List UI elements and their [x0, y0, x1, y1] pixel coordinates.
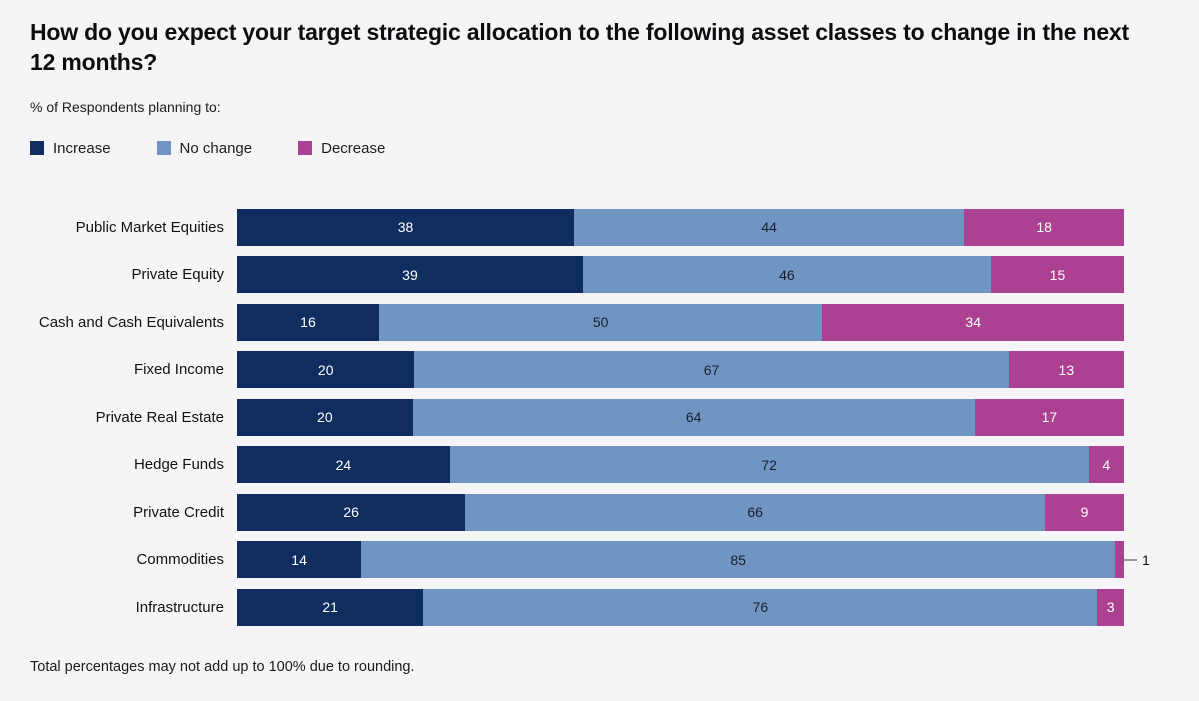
segment-value-label: 66 — [747, 504, 763, 521]
chart-row: Infrastructure 21 76 3 — [0, 588, 1124, 626]
segment-value-label: 38 — [397, 219, 414, 236]
category-label: Cash and Cash Equivalents — [38, 313, 224, 331]
chart-row: Private Credit 26 66 9 — [0, 493, 1124, 531]
legend-swatch-no-change-icon — [156, 141, 171, 156]
chart-row: Cash and Cash Equivalents 16 50 34 — [0, 303, 1124, 341]
bar-segment-decrease — [1115, 541, 1124, 579]
segment-value-label: 16 — [300, 314, 316, 331]
bar-segment-no-change: 46 — [582, 256, 991, 294]
bar-track: 38 44 18 — [237, 208, 1124, 246]
legend-swatch-increase-icon — [30, 141, 44, 156]
segment-value-label: 72 — [761, 456, 777, 473]
chart-subtitle: % of Respondents planning to: — [30, 98, 221, 115]
category-label: Hedge Funds — [133, 456, 224, 474]
segment-value-label: 13 — [1058, 361, 1075, 378]
segment-value-label: 67 — [703, 361, 720, 378]
bar-segment-no-change: 50 — [378, 303, 823, 341]
segment-value-label: 3 — [1106, 599, 1115, 616]
bar-track: 26 66 9 — [237, 493, 1124, 531]
bar-segment-decrease: 34 — [822, 303, 1124, 341]
bar-segment-decrease: 18 — [964, 208, 1124, 246]
bar-segment-increase: 39 — [237, 256, 583, 294]
bar-segment-increase: 14 — [237, 541, 362, 579]
chart-row: Hedge Funds 24 72 4 — [0, 446, 1124, 484]
segment-value-label: 34 — [965, 314, 981, 331]
legend-label: Decrease — [321, 139, 386, 157]
segment-value-label: 21 — [322, 599, 338, 616]
legend-label: No change — [179, 139, 253, 157]
segment-value-label: 64 — [685, 409, 702, 426]
bar-segment-no-change: 66 — [465, 493, 1045, 531]
segment-value-label: 18 — [1036, 219, 1052, 236]
bar-track: 21 76 3 — [237, 588, 1124, 626]
segment-value-label: 44 — [761, 219, 777, 236]
segment-value-label: 9 — [1080, 504, 1089, 521]
segment-value-label: 15 — [1049, 266, 1066, 283]
bar-track: 20 67 13 — [237, 351, 1124, 389]
footnote: Total percentages may not add up to 100%… — [30, 658, 415, 675]
bar-segment-no-change: 76 — [423, 588, 1098, 626]
outside-value-text: 1 — [1142, 551, 1150, 568]
bar-track: 16 50 34 — [237, 303, 1124, 341]
bar-segment-increase: 21 — [237, 588, 424, 626]
chart-row: Commodities 14 85 1 — [0, 541, 1150, 579]
bar-segment-decrease: 15 — [990, 256, 1124, 294]
segment-value-label: 76 — [752, 599, 769, 616]
bar-segment-increase: 38 — [237, 208, 575, 246]
segment-value-label: 24 — [335, 456, 352, 473]
outside-value-label: 1 — [1124, 552, 1150, 568]
segment-value-label: 26 — [343, 504, 359, 521]
bar-segment-no-change: 64 — [412, 398, 975, 436]
bar-track: 24 72 4 — [237, 446, 1124, 484]
segment-value-label: 50 — [592, 314, 609, 331]
category-label: Fixed Income — [133, 361, 224, 379]
bar-segment-increase: 24 — [237, 446, 450, 484]
leader-line-icon — [1124, 558, 1137, 561]
bar-segment-no-change: 85 — [361, 541, 1116, 579]
segment-value-label: 39 — [402, 266, 418, 283]
legend-label: Increase — [53, 139, 111, 157]
chart-row: Private Equity 39 46 15 — [0, 256, 1124, 294]
page-title: How do you expect your target strategic … — [30, 19, 1129, 75]
legend-item-decrease: Decrease — [298, 140, 385, 157]
bar-segment-decrease: 9 — [1044, 493, 1124, 531]
bar-segment-no-change: 44 — [574, 208, 965, 246]
category-label: Private Equity — [131, 266, 224, 284]
bar-segment-increase: 26 — [237, 493, 466, 531]
bar-segment-no-change: 72 — [449, 446, 1089, 484]
bar-segment-no-change: 67 — [414, 351, 1009, 389]
category-label: Public Market Equities — [75, 218, 224, 236]
segment-value-label: 20 — [317, 409, 333, 426]
bar-segment-decrease: 17 — [974, 398, 1124, 436]
bar-segment-increase: 20 — [237, 351, 415, 389]
category-label: Private Real Estate — [95, 408, 224, 426]
stacked-bar-chart: Public Market Equities 38 44 18 Private Equi… — [0, 208, 1150, 626]
bar-track: 20 64 17 — [237, 398, 1124, 436]
bar-segment-increase: 20 — [237, 398, 413, 436]
bar-track: 14 85 1 — [237, 541, 1150, 579]
segment-value-label: 20 — [317, 361, 334, 378]
bar-track: 39 46 15 — [237, 256, 1124, 294]
legend: Increase No change Decrease — [30, 140, 1169, 157]
segment-value-label: 4 — [1102, 456, 1111, 473]
bar-segment-decrease: 4 — [1088, 446, 1124, 484]
category-label: Commodities — [136, 551, 224, 569]
chart-row: Private Real Estate 20 64 17 — [0, 398, 1124, 436]
segment-value-label: 17 — [1041, 409, 1058, 426]
chart-row: Public Market Equities 38 44 18 — [0, 208, 1124, 246]
category-label: Private Credit — [133, 503, 224, 521]
bar-segment-decrease: 3 — [1097, 588, 1124, 626]
segment-value-label: 46 — [779, 266, 795, 283]
category-label: Infrastructure — [135, 598, 224, 616]
bar-segment-increase: 16 — [237, 303, 379, 341]
legend-item-no-change: No change — [156, 139, 253, 157]
chart-row: Fixed Income 20 67 13 — [0, 351, 1124, 389]
legend-item-increase: Increase — [30, 140, 111, 157]
legend-swatch-decrease-icon — [298, 141, 313, 156]
segment-value-label: 14 — [291, 551, 307, 568]
bar-segment-decrease: 13 — [1008, 351, 1124, 389]
segment-value-label: 85 — [730, 551, 746, 568]
